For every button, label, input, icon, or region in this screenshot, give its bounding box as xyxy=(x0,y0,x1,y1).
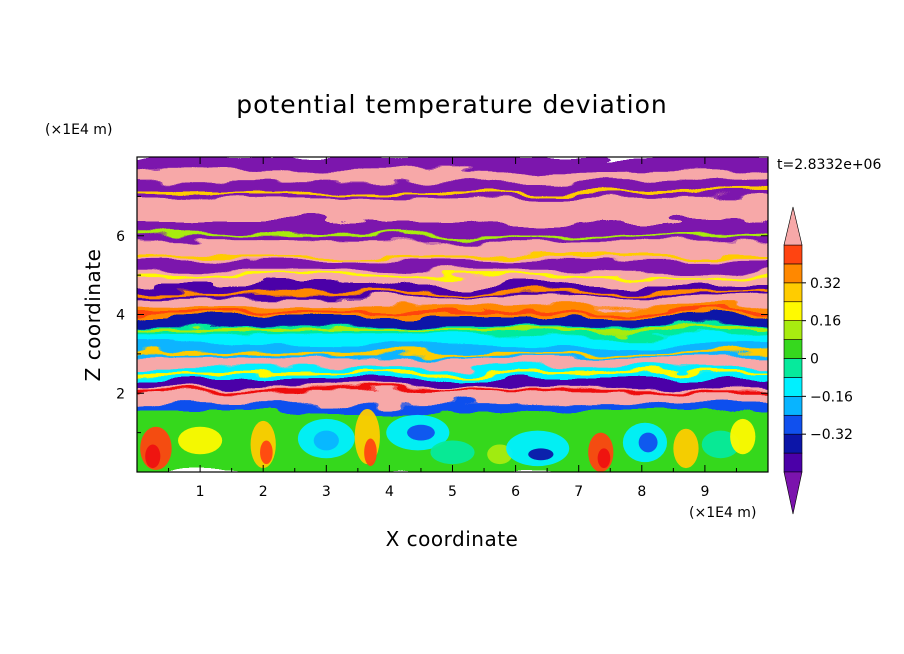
x-tick-label: 1 xyxy=(196,484,205,500)
x-tick-label: 8 xyxy=(637,484,646,500)
x-tick-label: 3 xyxy=(322,484,331,500)
y-tick-label: 6 xyxy=(116,229,125,245)
y-unit-label: (×1E4 m) xyxy=(45,122,112,138)
colorbar-bottom-arrow xyxy=(783,471,803,515)
time-label: t=2.8332e+06 xyxy=(777,157,881,173)
field-streak xyxy=(137,190,768,194)
chart-title: potential temperature deviation xyxy=(236,90,667,119)
eddy xyxy=(407,424,435,441)
field-streak xyxy=(137,372,768,376)
colorbar-tick-label: −0.16 xyxy=(810,389,853,405)
x-unit-label: (×1E4 m) xyxy=(689,505,756,521)
colorbar-top-arrow xyxy=(783,206,803,246)
colorbar-bin xyxy=(783,377,803,397)
field-streak xyxy=(137,253,768,257)
colorbar-bin xyxy=(783,433,803,454)
colorbar-bin xyxy=(783,320,803,340)
colorbar-tick-label: 0.16 xyxy=(810,314,841,330)
y-tick-label: 4 xyxy=(116,308,125,324)
field-streak xyxy=(137,291,768,295)
colorbar-bin xyxy=(783,452,803,473)
eddy xyxy=(638,432,658,453)
eddy xyxy=(730,418,756,455)
eddy xyxy=(145,444,161,469)
field-streak xyxy=(137,311,768,315)
eddy xyxy=(506,430,570,467)
x-axis-label: X coordinate xyxy=(386,527,519,551)
colorbar-bin xyxy=(783,358,803,378)
eddy xyxy=(430,440,475,465)
eddy xyxy=(528,448,554,461)
colorbar: 0.32 0.16 0 −0.16 −0.32 xyxy=(783,206,853,515)
eddy xyxy=(701,430,740,459)
colorbar-tick-label: −0.32 xyxy=(810,427,853,443)
x-tick-label: 2 xyxy=(259,484,268,500)
colorbar-bin xyxy=(783,339,803,359)
eddy xyxy=(597,448,611,469)
x-tick-label: 7 xyxy=(574,484,583,500)
x-tick-label: 4 xyxy=(385,484,394,500)
colorbar-bin xyxy=(783,282,803,303)
field-streak xyxy=(137,352,768,356)
colorbar-bin xyxy=(783,244,803,265)
colorbar-bin xyxy=(783,263,803,284)
eddy xyxy=(260,440,273,465)
colorbar-bin xyxy=(783,301,803,321)
eddy xyxy=(364,438,377,467)
eddy xyxy=(178,426,223,455)
eddy xyxy=(313,430,339,451)
field-streak xyxy=(137,275,768,279)
y-tick-label: 2 xyxy=(116,386,125,402)
x-tick-label: 6 xyxy=(511,484,520,500)
eddy xyxy=(487,444,513,465)
x-tick-label: 5 xyxy=(448,484,457,500)
colorbar-tick-label: 0.32 xyxy=(810,276,841,292)
eddy xyxy=(673,428,699,469)
contour-field xyxy=(137,157,768,472)
field-streak xyxy=(137,234,768,238)
field-streak xyxy=(137,327,768,331)
x-axis: 1 2 3 4 5 6 7 8 9 xyxy=(168,157,737,500)
colorbar-bin xyxy=(783,396,803,416)
y-axis-label: Z coordinate xyxy=(81,249,105,382)
colorbar-tick-label: 0 xyxy=(810,352,819,368)
x-tick-label: 9 xyxy=(700,484,709,500)
colorbar-bin xyxy=(783,414,803,435)
field-streak xyxy=(137,389,768,393)
y-axis: 2 4 6 xyxy=(116,195,768,434)
